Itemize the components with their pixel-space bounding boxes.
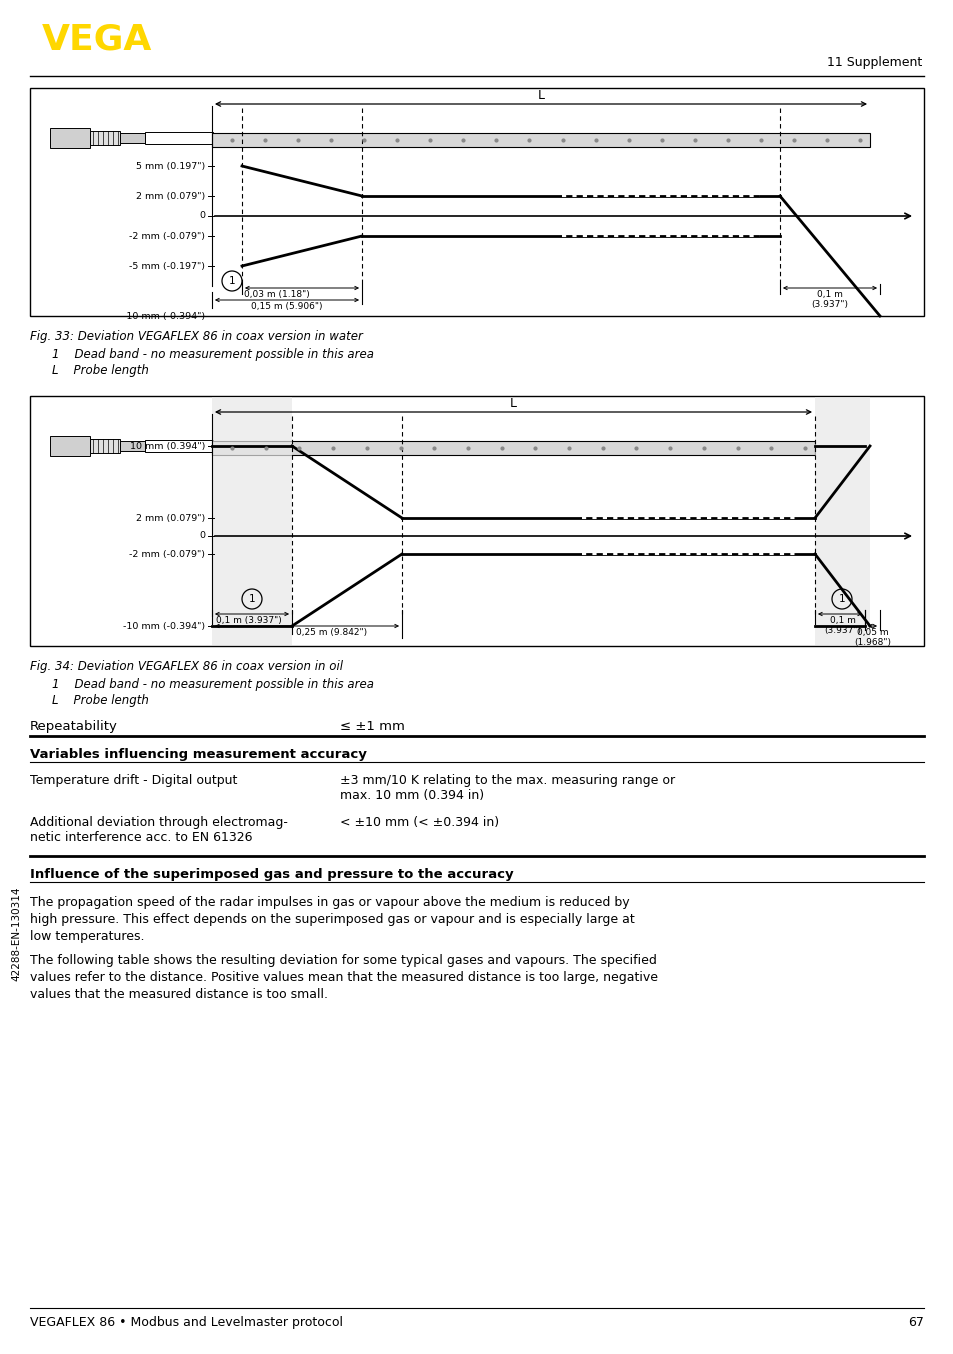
Text: 1: 1 — [249, 594, 255, 604]
Text: Fig. 33: Deviation VEGAFLEX 86 in coax version in water: Fig. 33: Deviation VEGAFLEX 86 in coax v… — [30, 330, 362, 343]
Bar — [90, 131, 120, 145]
Text: -2 mm (-0.079"): -2 mm (-0.079") — [129, 550, 205, 558]
Text: -2 mm (-0.079"): -2 mm (-0.079") — [129, 232, 205, 241]
Text: 1: 1 — [229, 276, 235, 286]
Text: L: L — [537, 89, 544, 102]
Text: L    Probe length: L Probe length — [52, 695, 149, 707]
Text: 1    Dead band - no measurement possible in this area: 1 Dead band - no measurement possible in… — [52, 348, 374, 362]
Text: 0,1 m
(3.937"): 0,1 m (3.937") — [823, 616, 861, 635]
Text: 67: 67 — [907, 1316, 923, 1330]
Bar — [145, 131, 213, 144]
Bar — [120, 133, 145, 144]
Text: 0,15 m (5.906"): 0,15 m (5.906") — [251, 302, 322, 311]
Text: 0,1 m (3.937"): 0,1 m (3.937") — [215, 616, 281, 626]
Text: Fig. 34: Deviation VEGAFLEX 86 in coax version in oil: Fig. 34: Deviation VEGAFLEX 86 in coax v… — [30, 659, 343, 673]
Bar — [212, 441, 814, 455]
Bar — [145, 440, 213, 452]
Bar — [50, 436, 90, 456]
Text: VEGA: VEGA — [42, 22, 152, 56]
Bar — [814, 397, 869, 645]
Text: L    Probe length: L Probe length — [52, 364, 149, 376]
Text: -10 mm (-0.394"): -10 mm (-0.394") — [123, 311, 205, 321]
Text: < ±10 mm (< ±0.394 in): < ±10 mm (< ±0.394 in) — [339, 816, 498, 829]
Text: 0,1 m
(3.937"): 0,1 m (3.937") — [811, 290, 847, 310]
Text: Temperature drift - Digital output: Temperature drift - Digital output — [30, 774, 237, 787]
Text: 1: 1 — [838, 594, 844, 604]
Text: L: L — [510, 397, 517, 410]
Text: The propagation speed of the radar impulses in gas or vapour above the medium is: The propagation speed of the radar impul… — [30, 896, 634, 942]
Bar — [212, 397, 292, 645]
Text: VEGAFLEX 86 • Modbus and Levelmaster protocol: VEGAFLEX 86 • Modbus and Levelmaster pro… — [30, 1316, 343, 1330]
Bar — [30, 395, 923, 646]
Text: Variables influencing measurement accuracy: Variables influencing measurement accura… — [30, 747, 367, 761]
Text: -10 mm (-0.394"): -10 mm (-0.394") — [123, 621, 205, 631]
Text: 0,03 m (1.18"): 0,03 m (1.18") — [244, 290, 310, 299]
Text: 42288-EN-130314: 42288-EN-130314 — [11, 887, 21, 982]
Text: 0,25 m (9.842"): 0,25 m (9.842") — [295, 628, 367, 636]
Text: Repeatability: Repeatability — [30, 720, 118, 733]
Bar — [50, 129, 90, 148]
Text: 10 mm (0.394"): 10 mm (0.394") — [130, 441, 205, 451]
Bar — [120, 441, 145, 451]
Bar — [212, 133, 869, 148]
Text: The following table shows the resulting deviation for some typical gases and vap: The following table shows the resulting … — [30, 955, 658, 1001]
Text: -5 mm (-0.197"): -5 mm (-0.197") — [129, 261, 205, 271]
Text: 1    Dead band - no measurement possible in this area: 1 Dead band - no measurement possible in… — [52, 678, 374, 691]
Bar — [30, 88, 923, 315]
Text: 0: 0 — [199, 211, 205, 221]
Text: Influence of the superimposed gas and pressure to the accuracy: Influence of the superimposed gas and pr… — [30, 868, 513, 881]
Text: 2 mm (0.079"): 2 mm (0.079") — [135, 191, 205, 200]
Text: 11 Supplement: 11 Supplement — [826, 56, 921, 69]
Text: 5 mm (0.197"): 5 mm (0.197") — [135, 161, 205, 171]
Bar — [90, 439, 120, 454]
Text: ≤ ±1 mm: ≤ ±1 mm — [339, 720, 404, 733]
Text: 0,05 m
(1.968"): 0,05 m (1.968") — [853, 628, 890, 647]
Text: ±3 mm/10 K relating to the max. measuring range or
max. 10 mm (0.394 in): ±3 mm/10 K relating to the max. measurin… — [339, 774, 675, 802]
Text: Additional deviation through electromag-
netic interference acc. to EN 61326: Additional deviation through electromag-… — [30, 816, 288, 844]
Text: 0: 0 — [199, 532, 205, 540]
Text: 2 mm (0.079"): 2 mm (0.079") — [135, 513, 205, 523]
